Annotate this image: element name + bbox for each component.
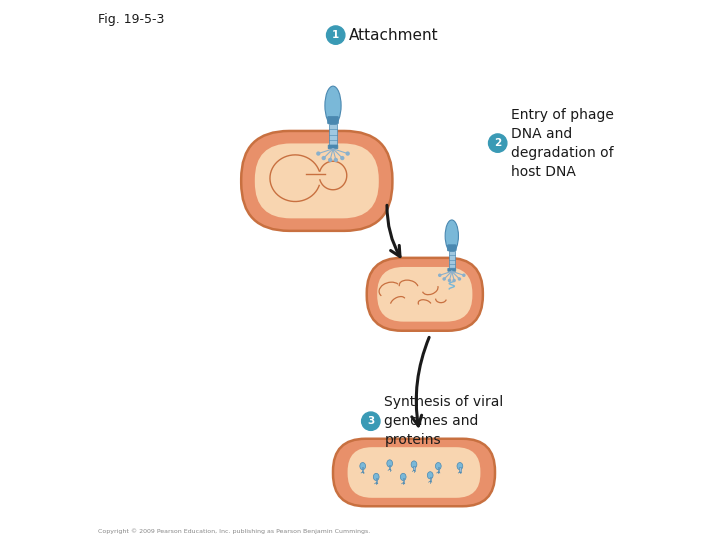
Circle shape	[316, 151, 320, 156]
Bar	[413, 465, 415, 470]
Ellipse shape	[400, 474, 406, 481]
Ellipse shape	[445, 220, 459, 252]
Circle shape	[442, 277, 446, 281]
FancyBboxPatch shape	[448, 268, 456, 271]
Circle shape	[346, 151, 350, 156]
Text: Attachment: Attachment	[349, 28, 438, 43]
FancyBboxPatch shape	[377, 267, 472, 322]
Bar	[402, 478, 404, 483]
FancyBboxPatch shape	[447, 245, 456, 251]
Ellipse shape	[374, 474, 379, 481]
FancyBboxPatch shape	[328, 116, 338, 124]
Text: Synthesis of viral
genomes and
proteins: Synthesis of viral genomes and proteins	[384, 395, 503, 447]
Circle shape	[327, 26, 345, 44]
Ellipse shape	[428, 472, 433, 479]
Text: Fig. 19-5-3: Fig. 19-5-3	[98, 14, 164, 26]
Ellipse shape	[457, 463, 463, 470]
Circle shape	[340, 156, 344, 160]
Bar	[362, 467, 364, 472]
Bar	[376, 478, 377, 483]
Bar	[389, 464, 390, 469]
Circle shape	[328, 158, 333, 162]
Circle shape	[322, 156, 326, 160]
Circle shape	[333, 158, 338, 162]
Bar	[438, 467, 439, 472]
Ellipse shape	[411, 461, 417, 468]
Circle shape	[452, 279, 456, 282]
FancyBboxPatch shape	[328, 145, 338, 148]
Text: 1: 1	[332, 30, 339, 40]
Ellipse shape	[436, 463, 441, 470]
Circle shape	[438, 273, 441, 277]
Text: Copyright © 2009 Pearson Education, Inc. publishing as Pearson Benjamin Cummings: Copyright © 2009 Pearson Education, Inc.…	[98, 528, 370, 534]
Bar	[459, 467, 461, 472]
Text: Entry of phage
DNA and
degradation of
host DNA: Entry of phage DNA and degradation of ho…	[511, 107, 614, 179]
Ellipse shape	[360, 463, 366, 470]
Circle shape	[458, 277, 462, 281]
Bar	[449, 251, 455, 269]
Ellipse shape	[387, 460, 392, 467]
FancyBboxPatch shape	[241, 131, 392, 231]
Text: 3: 3	[367, 416, 374, 426]
Ellipse shape	[325, 86, 341, 125]
Bar	[430, 476, 431, 481]
Circle shape	[361, 412, 380, 430]
Circle shape	[462, 273, 466, 277]
FancyBboxPatch shape	[333, 438, 495, 507]
FancyBboxPatch shape	[366, 258, 483, 330]
Circle shape	[448, 279, 451, 282]
Circle shape	[488, 134, 507, 152]
FancyBboxPatch shape	[255, 144, 379, 218]
Text: 2: 2	[494, 138, 501, 148]
Bar	[329, 124, 337, 145]
FancyBboxPatch shape	[348, 447, 480, 498]
